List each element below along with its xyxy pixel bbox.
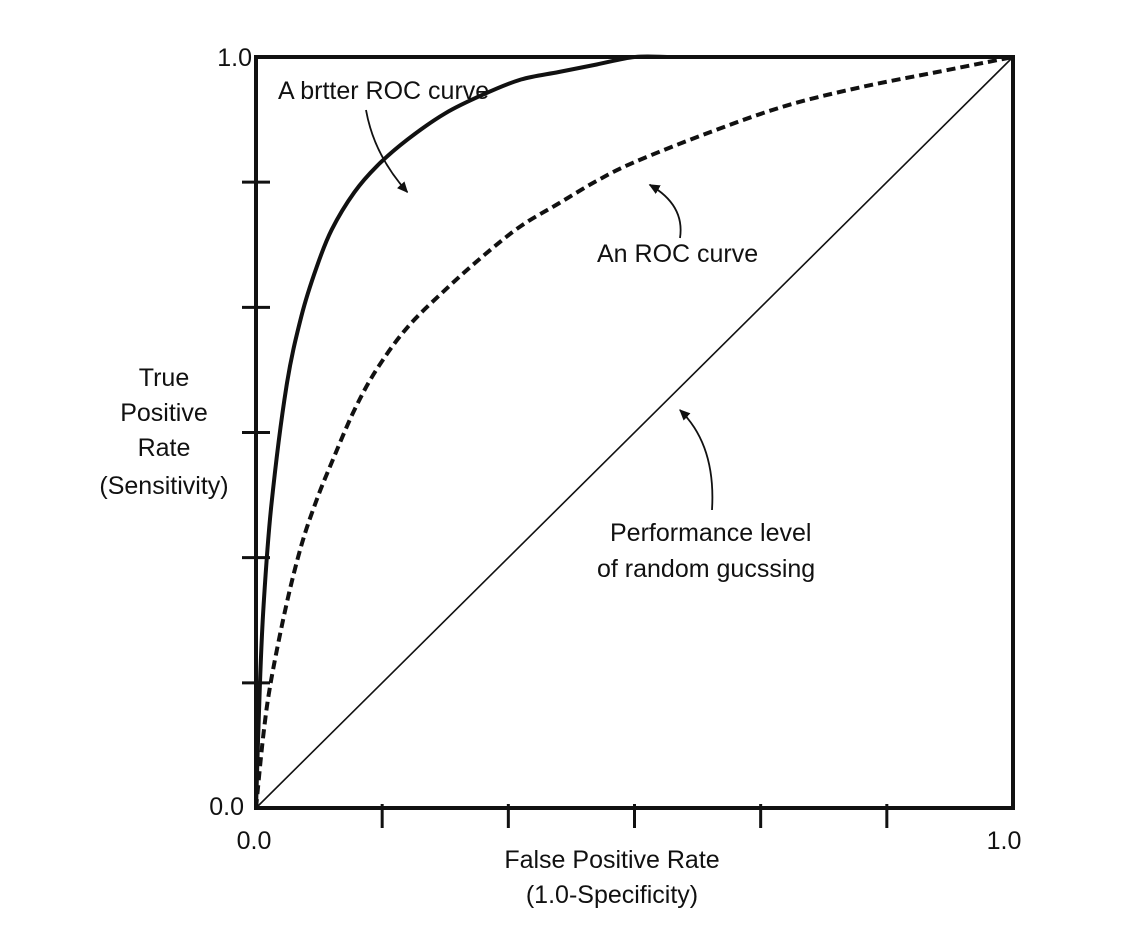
annotation-arrow-roc bbox=[648, 183, 682, 239]
annotation-random-line2: of random gucssing bbox=[597, 555, 815, 583]
series-line-random bbox=[255, 56, 1014, 809]
y-axis-label-line3: Rate bbox=[138, 434, 191, 462]
plot-frame bbox=[254, 55, 1015, 810]
annotation-arrow-random bbox=[679, 409, 714, 511]
y-tick-label-top: 1.0 bbox=[217, 44, 252, 72]
x-axis-label: False Positive Rate bbox=[504, 846, 719, 874]
annotation-better-roc: A brtter ROC curve bbox=[278, 77, 489, 105]
x-axis-label-line2: (1.0-Specificity) bbox=[526, 881, 698, 909]
y-axis-label-line4: (Sensitivity) bbox=[99, 472, 228, 500]
y-tick-label-bottom: 0.0 bbox=[209, 793, 244, 821]
x-tick-label-left: 0.0 bbox=[237, 827, 272, 855]
annotation-arrow-better bbox=[365, 109, 409, 193]
annotation-roc: An ROC curve bbox=[597, 240, 758, 268]
annotation-random: Performance level bbox=[610, 519, 811, 547]
y-axis-label-line2: Positive bbox=[120, 399, 208, 427]
y-axis-label: True bbox=[139, 364, 189, 392]
x-tick-label-right: 1.0 bbox=[987, 827, 1022, 855]
